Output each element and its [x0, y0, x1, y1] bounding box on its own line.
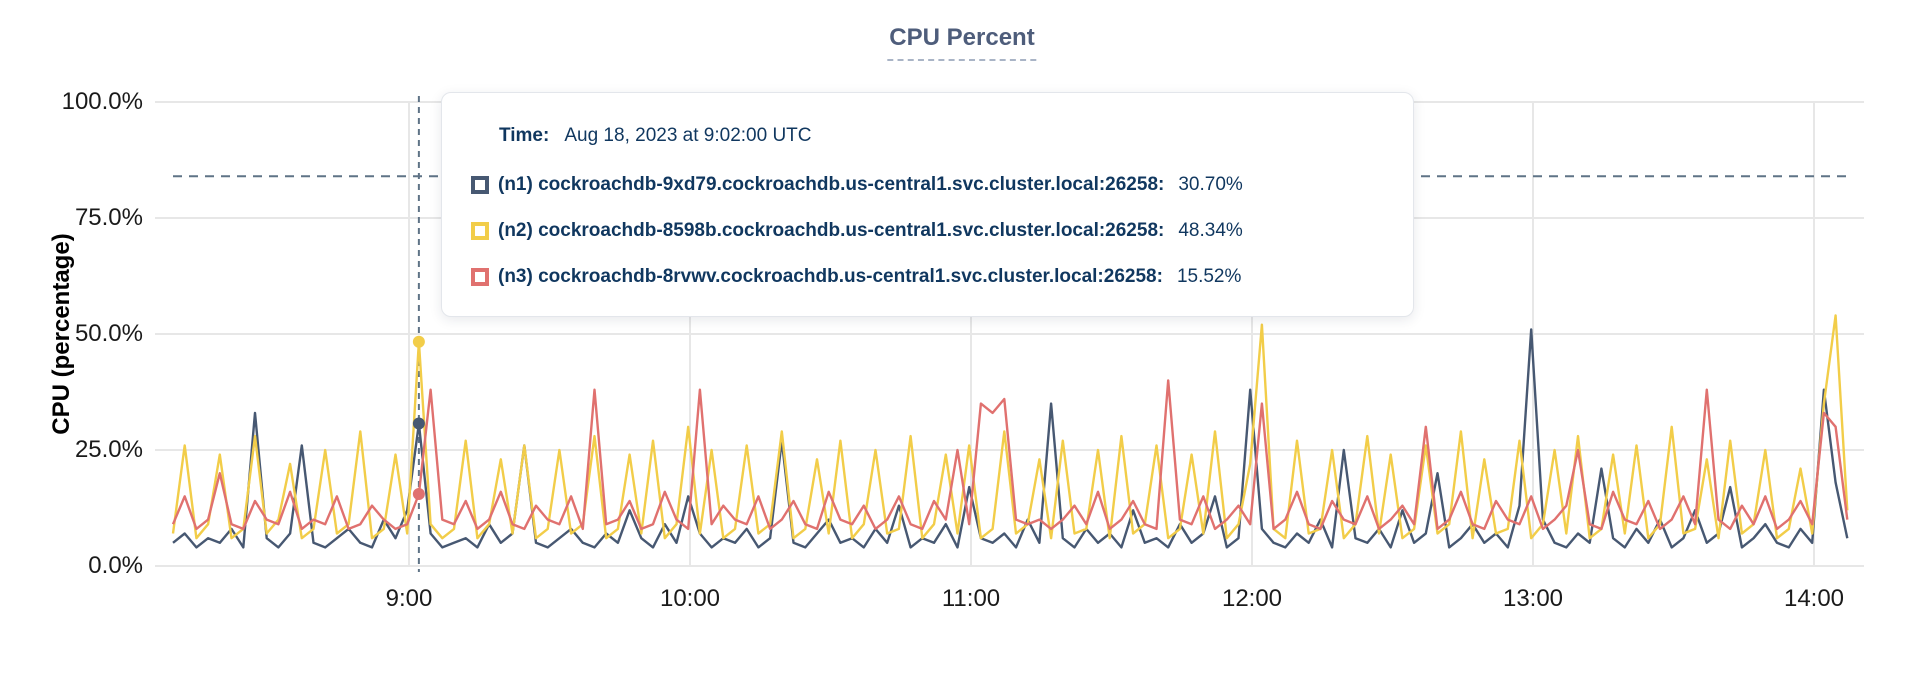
- tooltip-series-name: (n2) cockroachdb-8598b.cockroachdb.us-ce…: [498, 220, 1165, 241]
- tooltip-series-value: 30.70%: [1178, 174, 1243, 195]
- x-tick-9: 9:00: [385, 585, 433, 612]
- tooltip-series-row-n1: (n1) cockroachdb-9xd79.cockroachdb.us-ce…: [471, 174, 1243, 196]
- tooltip-series-value: 15.52%: [1176, 266, 1242, 287]
- x-tick-14: 14:00: [1783, 585, 1845, 612]
- series-swatch-n3-icon: [471, 268, 489, 286]
- series-swatch-n2-icon: [471, 222, 489, 240]
- tooltip-series-row-n2: (n2) cockroachdb-8598b.cockroachdb.us-ce…: [471, 220, 1243, 242]
- y-tick-100: 100.0%: [61, 88, 143, 115]
- tooltip-series-name: (n3) cockroachdb-8rvwv.cockroachdb.us-ce…: [498, 266, 1163, 287]
- x-tick-11: 11:00: [941, 585, 1001, 612]
- chart-tooltip: Time: Aug 18, 2023 at 9:02:00 UTC (n1) co…: [441, 92, 1414, 317]
- y-tick-25: 25.0%: [74, 436, 143, 463]
- x-tick-12: 12:00: [1221, 585, 1283, 612]
- x-tick-13: 13:00: [1502, 585, 1564, 612]
- tooltip-time-row: Time: Aug 18, 2023 at 9:02:00 UTC: [499, 125, 812, 147]
- chart-title[interactable]: CPU Percent: [887, 24, 1037, 61]
- y-tick-50: 50.0%: [74, 320, 143, 347]
- tooltip-series-value: 48.34%: [1178, 220, 1243, 241]
- tooltip-time-value: Aug 18, 2023 at 9:02:00 UTC: [564, 125, 812, 146]
- tooltip-time-label: Time:: [499, 125, 550, 146]
- y-tick-0: 0.0%: [88, 552, 143, 579]
- tooltip-series-name: (n1) cockroachdb-9xd79.cockroachdb.us-ce…: [498, 174, 1165, 195]
- x-tick-10: 10:00: [659, 585, 721, 612]
- y-tick-75: 75.0%: [74, 204, 143, 231]
- series-swatch-n1-icon: [471, 176, 489, 194]
- tooltip-series-row-n3: (n3) cockroachdb-8rvwv.cockroachdb.us-ce…: [471, 266, 1241, 288]
